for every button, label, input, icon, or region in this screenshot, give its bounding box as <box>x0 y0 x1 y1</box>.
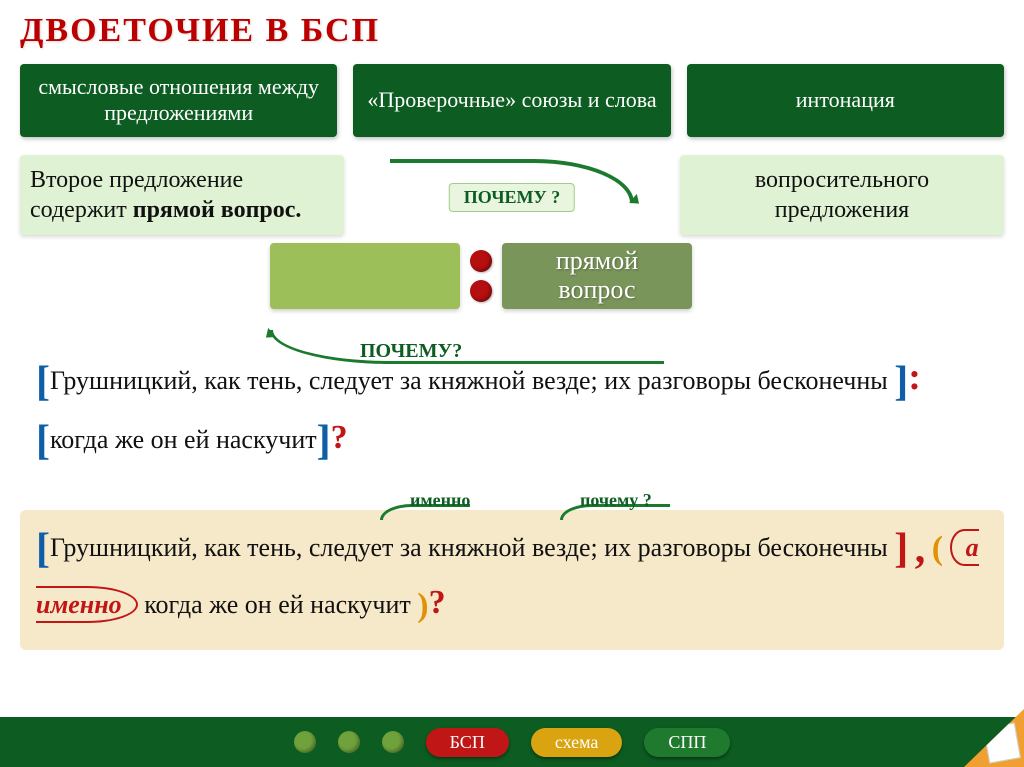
dot-icon <box>470 250 492 272</box>
bottom-bar: БСП схема СПП <box>0 717 1024 767</box>
example2-post: когда же он ей наскучит <box>144 590 411 619</box>
pill-schema[interactable]: схема <box>531 728 623 757</box>
info-row: Второе предложение содержит прямой вопро… <box>20 155 1004 235</box>
bracket-close-red-icon: ] <box>894 526 908 572</box>
schema-row: прямой вопрос <box>270 243 1004 309</box>
dot-icon <box>470 280 492 302</box>
why-label: ПОЧЕМУ ? <box>449 183 575 212</box>
bracket-open-icon: [ <box>36 418 50 464</box>
example1-post: когда же он ей наскучит <box>50 425 317 454</box>
annotation-2: почему ? <box>580 490 652 511</box>
schema-box2-line2: вопрос <box>558 275 635 304</box>
page-title: ДВОЕТОЧИЕ В БСП <box>20 12 1004 50</box>
colon-dots <box>464 250 498 302</box>
pill-bsp[interactable]: БСП <box>426 728 509 757</box>
example2-pre: Грушницкий, как тень, следует за княжной… <box>50 533 894 562</box>
nav-dot-icon[interactable] <box>294 731 316 753</box>
schema-box-2: прямой вопрос <box>502 243 692 309</box>
example1-pre: Грушницкий, как тень, следует за княжной… <box>50 366 894 395</box>
example-1: [Грушницкий, как тень, следует за княжно… <box>20 341 1004 481</box>
example-2-wrap: именно почему ? [Грушницкий, как тень, с… <box>20 510 1004 649</box>
nav-dot-icon[interactable] <box>338 731 360 753</box>
nav-dot-icon[interactable] <box>382 731 404 753</box>
schema-box2-line1: прямой <box>556 246 638 275</box>
bracket-open-icon: [ <box>36 359 50 405</box>
info-mid: ПОЧЕМУ ? <box>360 155 664 235</box>
colon-icon: : <box>908 356 921 398</box>
bracket-close-icon: ] <box>894 359 908 405</box>
info-left-bold: прямой вопрос. <box>133 197 302 223</box>
bracket-close-icon: ] <box>317 418 331 464</box>
comma-red-icon: , <box>915 526 926 572</box>
header-box-2: «Проверочные» союзы и слова <box>353 64 670 137</box>
header-box-1: смысловые отношения между предложениями <box>20 64 337 137</box>
question-mark-icon: ? <box>429 584 446 621</box>
info-right: вопросительного предложения <box>680 155 1004 235</box>
header-box-3: интонация <box>687 64 1004 137</box>
example-2: [Грушницкий, как тень, следует за княжно… <box>36 520 988 629</box>
bracket-open-icon: [ <box>36 526 50 572</box>
schema-box-1 <box>270 243 460 309</box>
annotation-1: именно <box>410 490 470 511</box>
paren-open-icon: ( <box>932 530 943 567</box>
pill-spp[interactable]: СПП <box>644 728 730 757</box>
question-mark-icon: ? <box>331 419 348 456</box>
header-row: смысловые отношения между предложениями … <box>20 64 1004 137</box>
paren-close-icon: ) <box>417 587 428 624</box>
info-left: Второе предложение содержит прямой вопро… <box>20 155 344 235</box>
